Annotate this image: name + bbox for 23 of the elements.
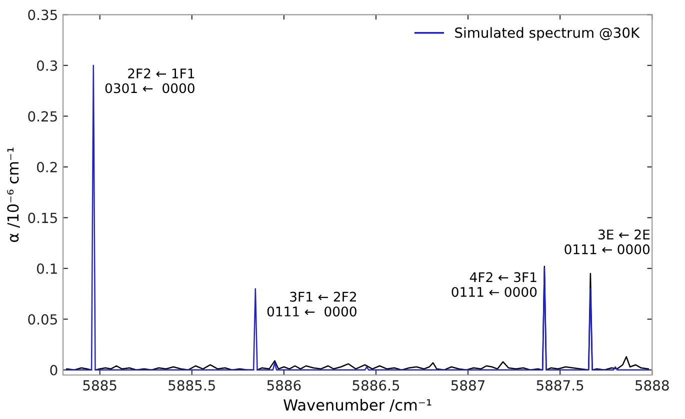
y-tick-label: 0 xyxy=(50,364,58,376)
y-tick-label: 0.25 xyxy=(28,111,57,122)
x-tick-label: 5888 xyxy=(636,380,669,391)
y-tick-label: 0.35 xyxy=(28,10,57,20)
y-axis-title: α /10⁻⁶ cm⁻¹ xyxy=(7,148,20,242)
y-tick-label: 0.3 xyxy=(36,60,58,71)
legend-label: Simulated spectrum @30K xyxy=(455,27,640,41)
annotation: 2F2 ← 1F1 0301 ← 0000 xyxy=(105,68,194,94)
annotation: 3F1 ← 2F2 0111 ← 0000 xyxy=(267,292,356,316)
y-tick-label: 0.05 xyxy=(28,314,57,325)
x-tick-label: 5886 xyxy=(267,380,301,391)
x-tick-label: 5886.5 xyxy=(352,380,400,391)
x-tick-label: 5887 xyxy=(451,380,485,391)
x-tick-label: 5885 xyxy=(83,380,116,391)
x-tick-label: 5885.5 xyxy=(168,380,215,391)
x-tick-label: 5887.5 xyxy=(536,380,584,391)
x-axis-title: Wavenumber /cm⁻¹ xyxy=(284,398,432,412)
annotation: 3E ← 2E 0111 ← 0000 xyxy=(564,230,650,254)
y-tick-label: 0.2 xyxy=(36,162,57,172)
y-tick-label: 0.15 xyxy=(28,212,57,224)
annotation: 4F2 ← 3F1 0111 ← 0000 xyxy=(452,272,537,297)
y-tick-label: 0.1 xyxy=(36,263,57,274)
line-series xyxy=(66,64,650,371)
